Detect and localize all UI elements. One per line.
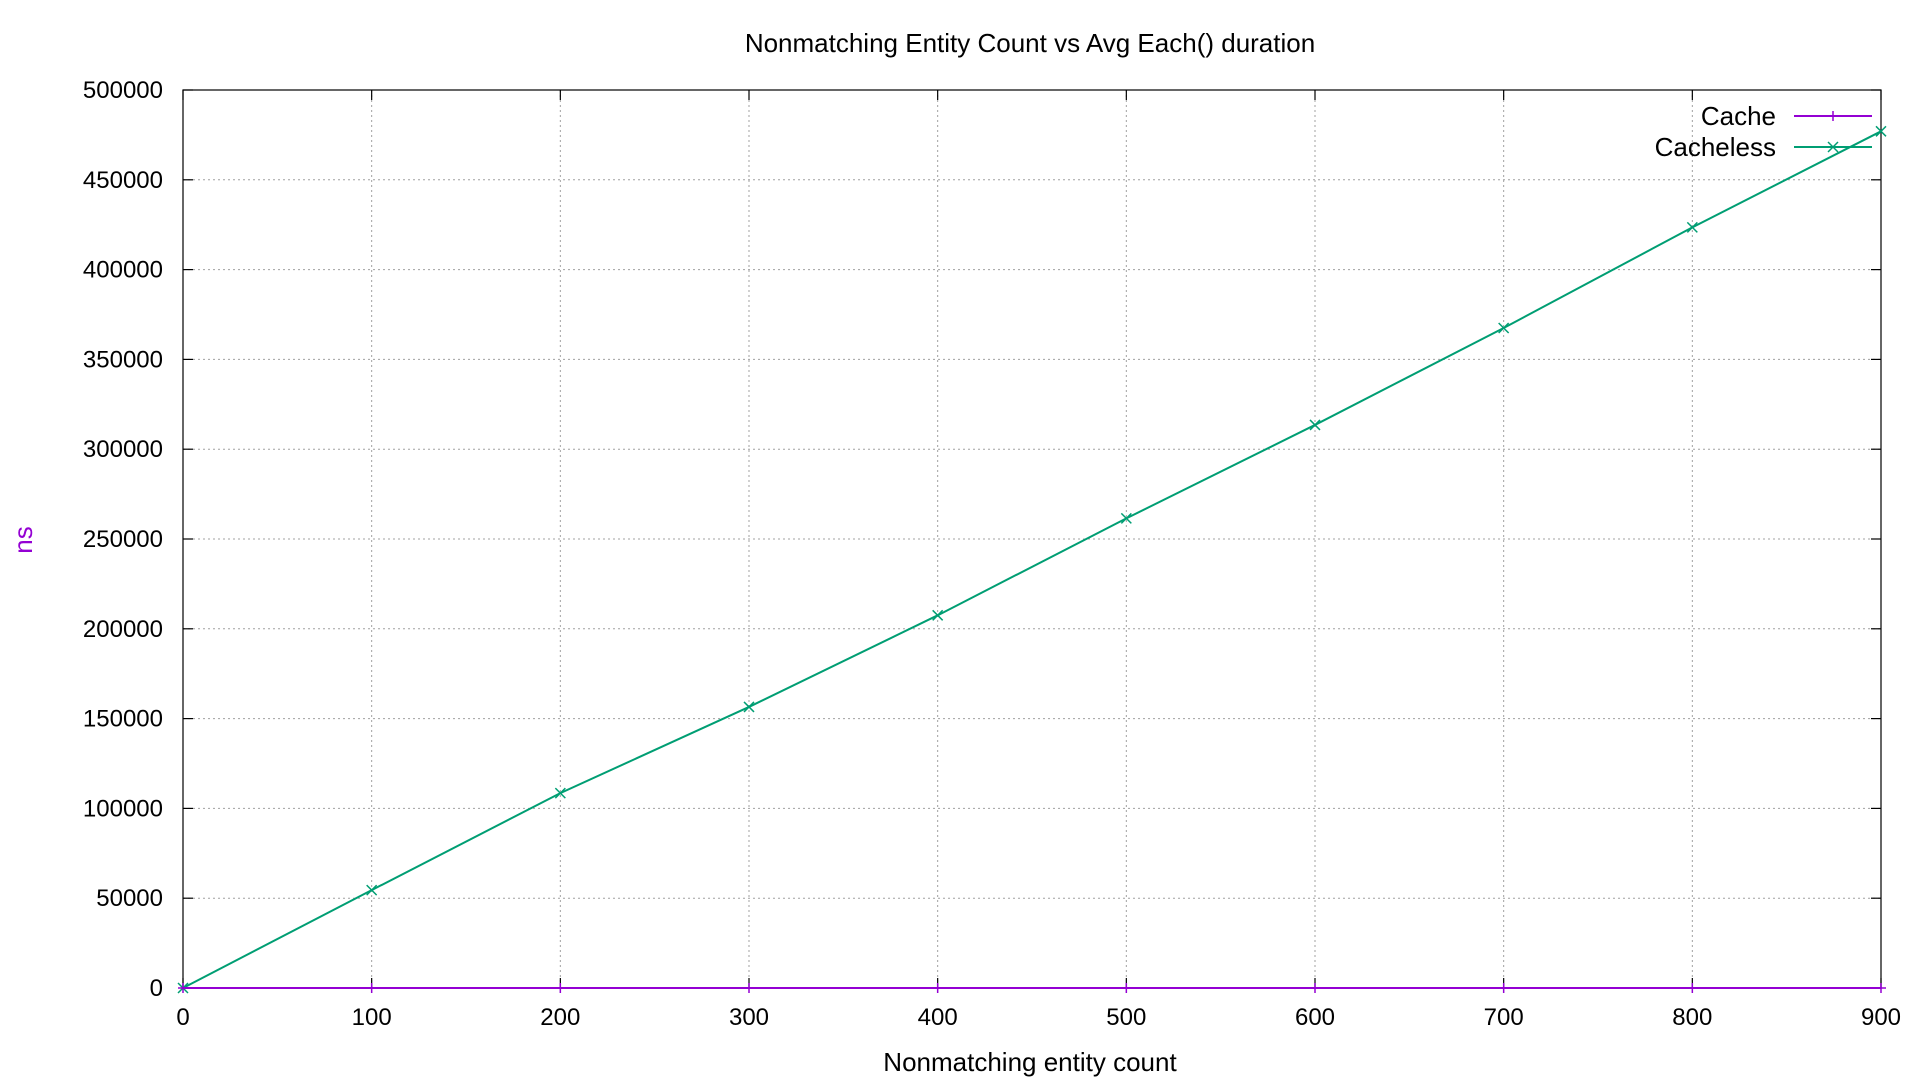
- chart-title: Nonmatching Entity Count vs Avg Each() d…: [745, 28, 1315, 58]
- data-point-cacheless: [1686, 221, 1698, 233]
- series-lines: [177, 125, 1887, 994]
- x-tick-label: 700: [1484, 1004, 1524, 1031]
- series-line-cacheless: [182, 130, 1882, 989]
- y-tick-label: 100000: [83, 795, 163, 822]
- x-tick-label: 200: [540, 1004, 580, 1031]
- data-point-cacheless: [366, 884, 378, 896]
- y-tick-label: 250000: [83, 526, 163, 553]
- x-tick-label: 900: [1861, 1004, 1901, 1031]
- x-tick-label: 0: [176, 1004, 189, 1031]
- data-point-cacheless: [1120, 512, 1132, 524]
- marker-stroke: [366, 884, 378, 896]
- data-point-cacheless: [1498, 322, 1510, 334]
- data-point-cache: [744, 983, 754, 993]
- data-point-cacheless: [743, 701, 755, 713]
- legend-marker-cache: [1828, 111, 1838, 121]
- data-point-cache: [1121, 983, 1132, 993]
- marker-stroke: [1498, 322, 1510, 334]
- legend-label-cacheless: Cacheless: [1655, 132, 1776, 162]
- x-tick-label: 800: [1672, 1004, 1712, 1031]
- x-tick-label: 500: [1106, 1004, 1146, 1031]
- y-tick-label: 400000: [83, 257, 163, 284]
- data-point-cacheless: [932, 609, 944, 621]
- data-point-cache: [1310, 983, 1320, 993]
- data-point-cacheless: [1875, 125, 1887, 137]
- y-tick-label: 200000: [83, 616, 163, 643]
- data-point-cache: [1876, 983, 1886, 993]
- marker-stroke: [1686, 221, 1698, 233]
- y-axis-label: ns: [8, 526, 38, 553]
- x-tick-label: 300: [729, 1004, 769, 1031]
- plot-border: [182, 89, 1882, 989]
- data-point-cache: [932, 983, 943, 993]
- x-tick-label: 100: [352, 1004, 392, 1031]
- legend-label-cache: Cache: [1701, 101, 1776, 131]
- data-point-cache: [555, 983, 566, 993]
- data-point-cache: [178, 983, 188, 993]
- y-tick-label: 300000: [83, 436, 163, 463]
- data-point-cache: [366, 983, 377, 993]
- legend-marker-cacheless: [1827, 141, 1839, 153]
- y-tick-label: 450000: [83, 167, 163, 194]
- y-tick-label: 500000: [83, 77, 163, 104]
- x-tick-label: 600: [1295, 1004, 1335, 1031]
- y-tick-label: 350000: [83, 346, 163, 373]
- marker-stroke: [1827, 141, 1839, 153]
- marker-stroke: [554, 787, 566, 799]
- grid-lines: [183, 90, 1881, 988]
- y-tick-label: 50000: [96, 885, 163, 912]
- marker-stroke: [1875, 125, 1887, 137]
- y-tick-label: 0: [150, 975, 163, 1002]
- marker-stroke: [1309, 419, 1321, 431]
- data-point-cache: [1687, 983, 1698, 993]
- y-tick-label: 150000: [83, 706, 163, 733]
- x-tick-label: 400: [918, 1004, 958, 1031]
- data-point-cache: [1498, 983, 1509, 993]
- axes: 0 100 200 300 400 500 600 700 800 900 0 50000 100000…: [83, 77, 1901, 1031]
- data-point-cacheless: [554, 787, 566, 799]
- x-axis-label: Nonmatching entity count: [883, 1047, 1177, 1077]
- marker-stroke: [1120, 512, 1132, 524]
- marker-stroke: [932, 609, 944, 621]
- marker-stroke: [743, 701, 755, 713]
- data-point-cacheless: [1309, 419, 1321, 431]
